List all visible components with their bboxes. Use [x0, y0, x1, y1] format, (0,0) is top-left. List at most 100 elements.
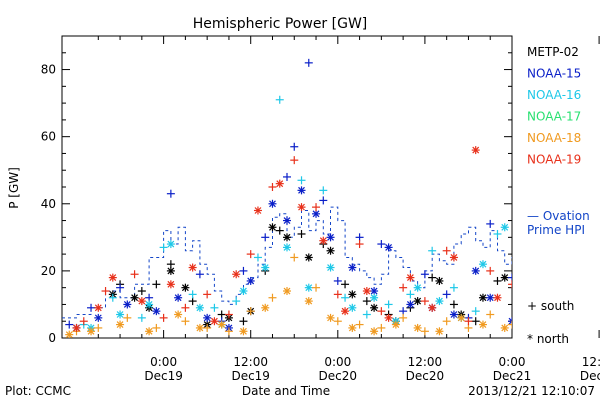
noaa-16-north-point: [413, 283, 422, 292]
noaa-19-north-point-d: [472, 146, 480, 154]
y-tick-label: 60: [41, 130, 56, 144]
x-tick-label-date: Dec19: [231, 369, 270, 383]
noaa-19-north-point: [253, 206, 262, 215]
noaa-16-north-point-d: [283, 243, 291, 251]
noaa-15-north-point: [174, 293, 183, 302]
noaa-16-north-point: [304, 283, 313, 292]
noaa-18-north-point: [174, 310, 183, 319]
noaa-18-north-point: [261, 303, 270, 312]
noaa-15-north-point-d: [247, 277, 255, 285]
x-axis-label: Date and Time: [242, 384, 330, 398]
noaa-15-north-point-d: [486, 294, 494, 302]
noaa-18-north-point-d: [479, 321, 487, 329]
noaa-15-north-point-d: [94, 314, 102, 322]
noaa-18-north-point: [500, 323, 509, 332]
noaa-18-north-point-d: [116, 321, 124, 329]
noaa-19-north-point-d: [138, 297, 146, 305]
metp-02-north-point: [166, 266, 175, 275]
noaa-16-north-point: [478, 260, 487, 269]
noaa-18-south-point: [152, 323, 161, 332]
noaa-19-north-point-d: [298, 203, 305, 211]
noaa-18-south-point: [399, 313, 408, 322]
noaa-15-south-point: [420, 270, 429, 279]
metp-02-north-point: [435, 276, 444, 285]
noaa-18-north-point-d: [218, 321, 226, 329]
noaa-18-north-point-d: [261, 304, 269, 312]
noaa-18-south-point: [312, 283, 321, 292]
noaa-18-south-point: [377, 323, 386, 332]
noaa-18-north-point-d: [370, 327, 378, 335]
noaa-19-north-point-d: [363, 287, 371, 295]
noaa-19-north-point-d: [232, 270, 240, 278]
noaa-19-south-point: [224, 310, 233, 319]
noaa-15-north-point: [152, 307, 161, 316]
metp-02-north-point-d: [327, 247, 334, 255]
noaa-15-north-point-d: [203, 314, 211, 322]
noaa-15-north-point: [246, 276, 255, 285]
noaa-18-south-point: [442, 317, 451, 326]
noaa-18-south-point: [464, 323, 473, 332]
noaa-16-south-point: [253, 253, 262, 262]
metp-02-south-point: [166, 260, 175, 269]
legend: METP-02 NOAA-15 NOAA-16 NOAA-17 NOAA-18 NOAA-…: [527, 45, 590, 237]
noaa-16-south-point: [406, 290, 415, 299]
y-tick-label: 0: [48, 331, 56, 345]
metp-02-north-point-d: [370, 304, 378, 312]
metp-02-south-point: [362, 297, 371, 306]
metp-02-north-point-d: [479, 294, 487, 302]
noaa-16-south-point: [137, 313, 146, 322]
noaa-18-north-point-d: [240, 327, 247, 335]
data-layer: [62, 58, 512, 338]
noaa-19-south-point: [268, 183, 277, 191]
noaa-19-north-point: [384, 313, 393, 322]
noaa-18-north-point-d: [392, 321, 400, 329]
noaa-18-north-point: [326, 313, 335, 322]
metp-02-south-point: [471, 317, 480, 326]
noaa-15-south-point: [145, 293, 154, 302]
noaa-19-south-point: [312, 203, 321, 212]
noaa-15-north-point: [449, 310, 458, 319]
noaa-18-north-point-d: [457, 314, 465, 322]
noaa-16-north-point: [500, 223, 509, 232]
x-tick-label-date: Dec19: [144, 369, 183, 383]
metp-02-north-point-d: [501, 274, 509, 282]
noaa-16-north-point: [261, 263, 270, 272]
noaa-16-north-point-d: [261, 264, 269, 271]
x-tick-label-time: 12:00: [408, 355, 443, 369]
noaa-19-north-point-d: [189, 264, 197, 271]
noaa-18-north-point: [65, 330, 74, 338]
metp-02-south-point: [275, 226, 284, 235]
noaa-19-north-point-d: [109, 274, 117, 282]
legend-south-symbol: + south: [527, 299, 574, 313]
noaa-18-north-point: [283, 287, 291, 296]
noaa-18-south-point: [268, 293, 277, 302]
noaa-18-north-point-d: [65, 331, 73, 338]
noaa-15-south-point: [508, 273, 512, 282]
noaa-19-north-point-d: [210, 317, 218, 325]
noaa-15-south-point: [290, 142, 299, 151]
noaa-18-north-point: [87, 327, 96, 336]
plot-credit: Plot: CCMC: [5, 384, 71, 398]
noaa-18-north-point-d: [305, 297, 313, 305]
noaa-15-north-point-d: [508, 320, 512, 325]
noaa-16-north-point-d: [145, 301, 153, 308]
noaa-18-north-point: [435, 327, 444, 336]
noaa-16-north-point: [370, 293, 379, 302]
metp-02-north-point-d: [435, 277, 443, 285]
noaa-15-north-point-d: [312, 210, 320, 218]
noaa-19-north-point-d: [254, 207, 262, 214]
noaa-15-north-point: [486, 293, 495, 302]
noaa-15-south-point: [87, 303, 96, 312]
noaa-19-north-point: [319, 236, 328, 245]
noaa-15-south-point: [399, 307, 408, 316]
noaa-19-south-point: [181, 303, 190, 312]
noaa-18-north-point-d: [196, 324, 204, 332]
noaa-16-south-point: [210, 303, 219, 312]
noaa-19-south-point: [486, 266, 495, 275]
metp-02-north-point-d: [269, 223, 276, 231]
noaa-15-south-point: [319, 196, 328, 205]
metp-02-north-point: [283, 233, 291, 242]
noaa-18-north-point-d: [348, 324, 356, 332]
noaa-15-north-point: [268, 199, 277, 208]
noaa-15-south-point: [355, 233, 364, 242]
